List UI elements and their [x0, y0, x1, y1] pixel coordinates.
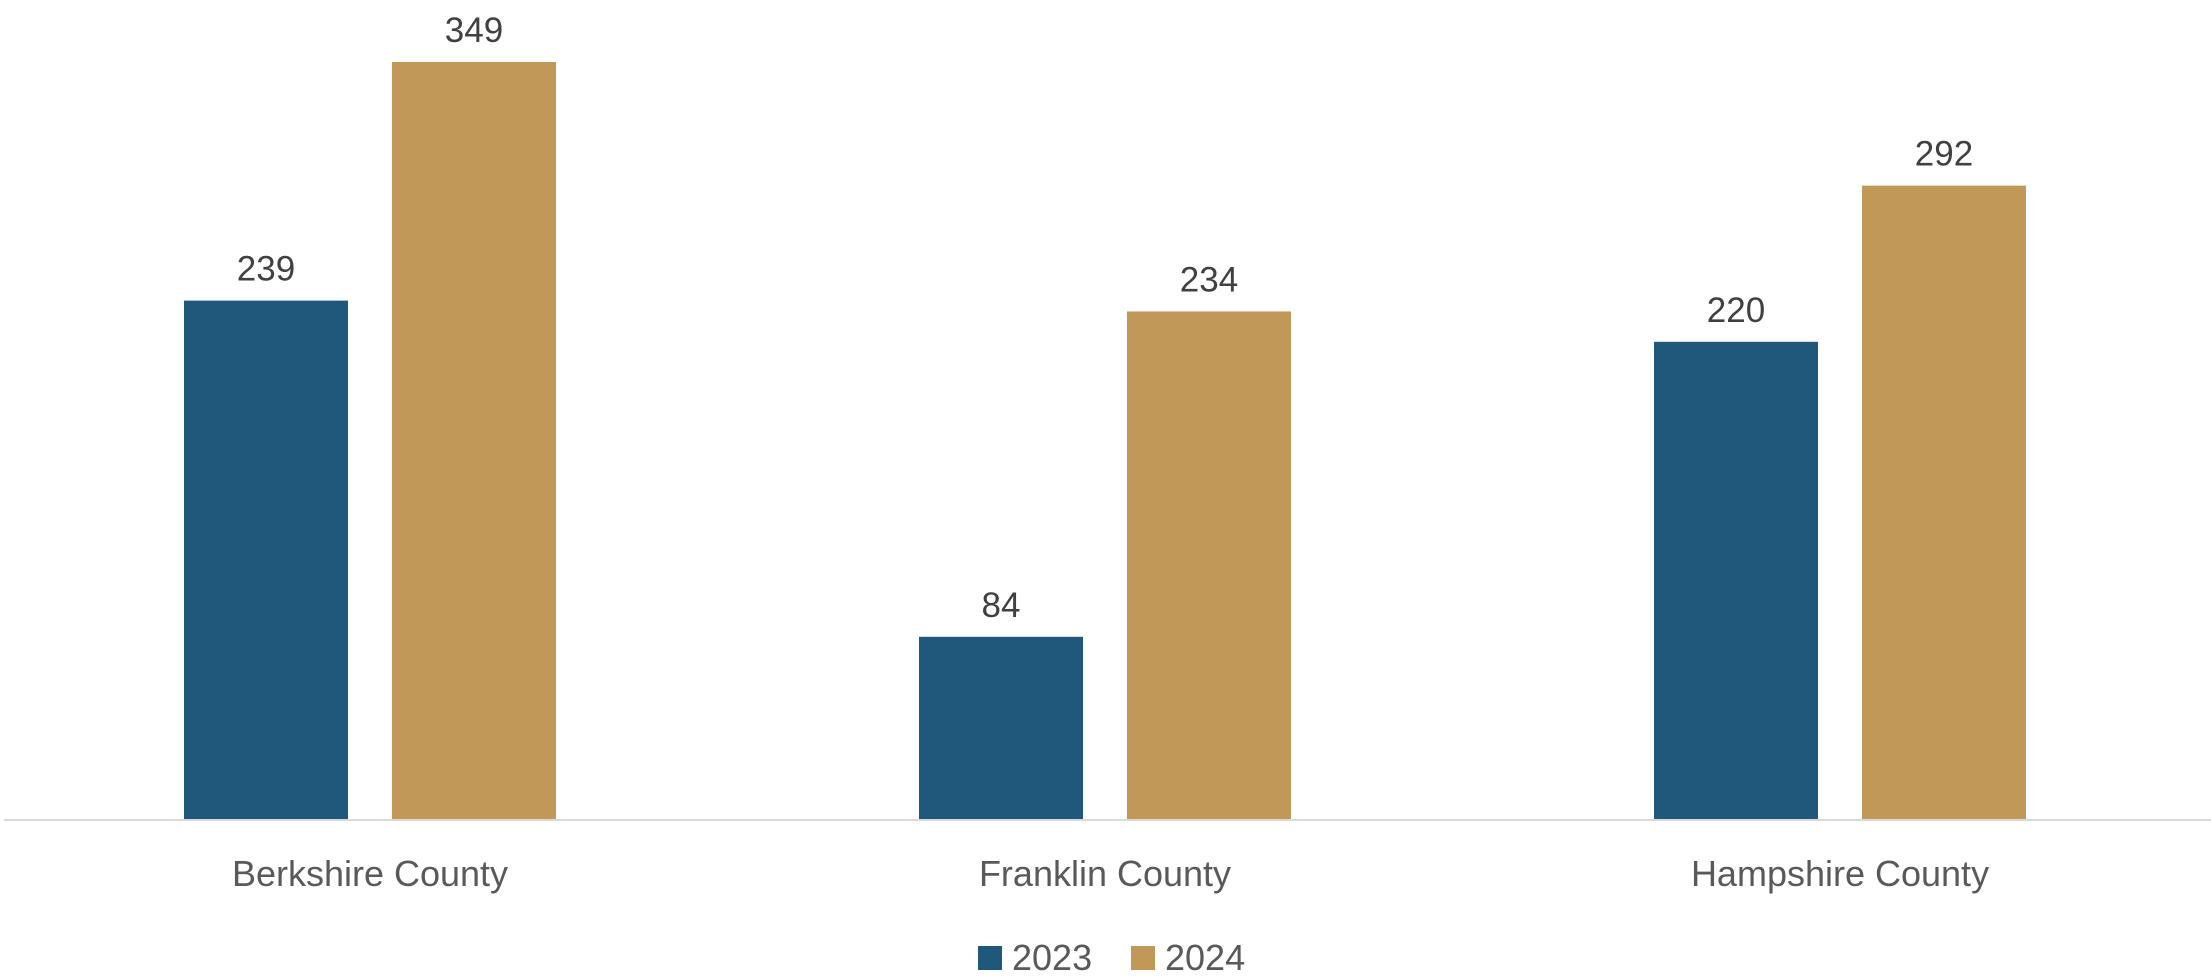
- bar-franklin-county-2023: [919, 636, 1083, 819]
- bar-hampshire-county-2023: [1654, 341, 1818, 819]
- value-label-franklin-county-2024: 234: [1180, 260, 1238, 299]
- value-label-hampshire-county-2024: 292: [1915, 135, 1973, 174]
- value-label-franklin-county-2023: 84: [982, 586, 1021, 625]
- legend: 2023 2024: [978, 937, 1245, 977]
- bars-layer: [184, 62, 2026, 820]
- value-label-berkshire-county-2024: 349: [445, 11, 503, 50]
- legend-label-2024: 2024: [1165, 937, 1245, 977]
- value-label-berkshire-county-2023: 239: [237, 250, 295, 289]
- bar-berkshire-county-2024: [392, 62, 556, 819]
- category-label: Berkshire County: [232, 853, 508, 894]
- bar-berkshire-county-2023: [184, 300, 348, 820]
- legend-swatch-2023: [978, 946, 1002, 970]
- category-labels-layer: Berkshire County Franklin County Hampshire…: [232, 853, 1989, 894]
- bar-franklin-county-2024: [1127, 311, 1291, 819]
- value-label-hampshire-county-2023: 220: [1707, 291, 1765, 330]
- category-label: Hampshire County: [1691, 853, 1989, 894]
- value-labels-layer: 239 349 84 234 220 292: [237, 11, 1973, 625]
- category-label: Franklin County: [979, 853, 1231, 894]
- bar-hampshire-county-2024: [1862, 185, 2026, 819]
- legend-label-2023: 2023: [1012, 937, 1092, 977]
- legend-swatch-2024: [1131, 946, 1155, 970]
